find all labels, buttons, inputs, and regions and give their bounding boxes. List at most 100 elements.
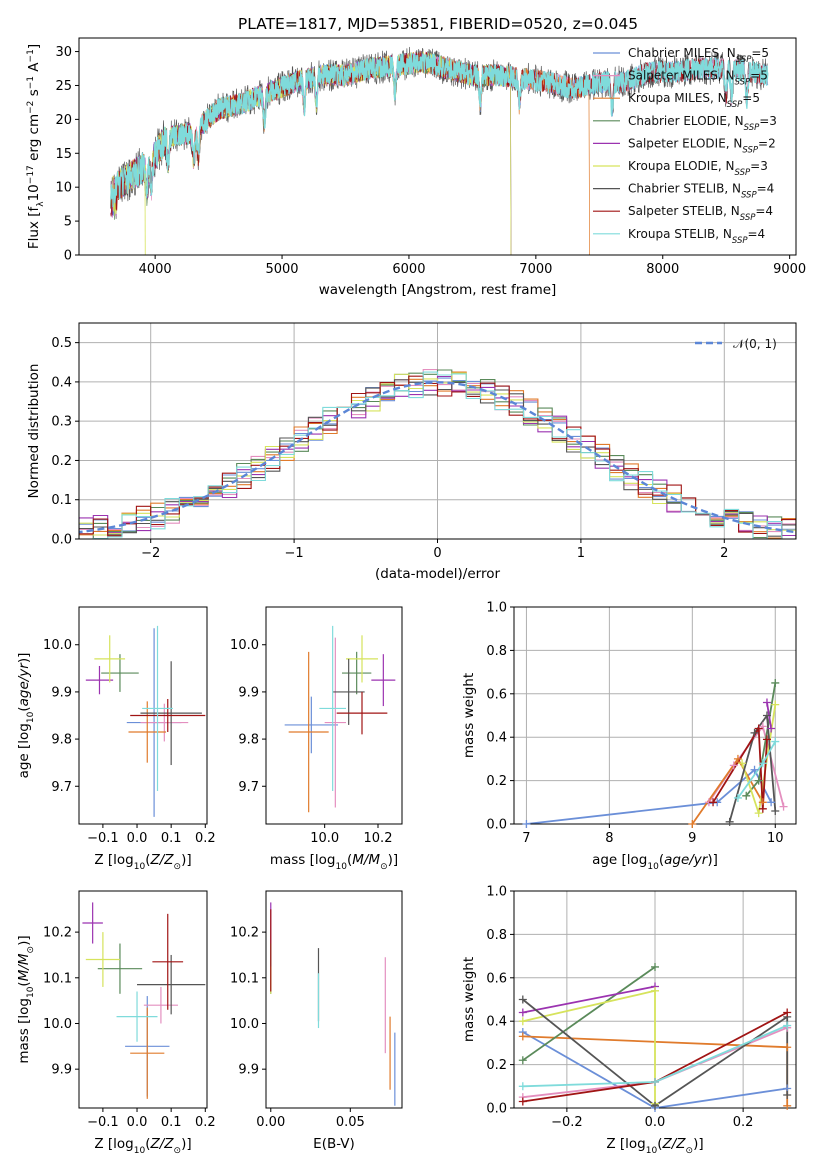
legend-count: =4 xyxy=(755,204,773,218)
weight-marker xyxy=(518,1017,527,1026)
errorbar-point-kroupa-stelib xyxy=(116,991,158,1042)
legend-entry-normal: 𝒩(0, 1) xyxy=(733,337,777,351)
x-tick-label: 2 xyxy=(720,546,728,561)
weight-marker xyxy=(518,995,527,1004)
errorbar-point-kroupa-elodie xyxy=(346,635,378,683)
weight-marker xyxy=(783,1021,792,1030)
histogram-kroupa-stelib xyxy=(79,371,796,539)
errorbar-point-salpeter-elodie xyxy=(85,665,114,695)
weight-marker xyxy=(758,759,767,768)
label-part: ( xyxy=(347,852,352,868)
y-axis-label: Flux [fλ10−17 erg cm−2 s−1 A−1] xyxy=(26,44,46,249)
legend-subscript: SSP xyxy=(735,78,751,88)
label-part: Z/Z xyxy=(149,1136,174,1152)
weight-marker xyxy=(522,820,531,828)
y-tick-label: 9.9 xyxy=(238,1063,259,1078)
legend-entry-salpeter-miles: Salpeter MILES, NSSP=5 xyxy=(628,69,768,88)
weight-marker xyxy=(779,802,788,811)
x-tick-label: 10 xyxy=(767,831,784,846)
errorbar-point-kroupa-elodie xyxy=(94,635,126,683)
weight-marker xyxy=(762,711,771,720)
label-part: 10 xyxy=(26,184,42,201)
weight-marker xyxy=(518,1032,527,1041)
y-axis-label: age [log10(age/yr)] xyxy=(16,653,36,779)
label-part: ⊙ xyxy=(26,946,36,954)
label-part: age/yr xyxy=(16,662,32,707)
weight-marker xyxy=(783,1101,792,1110)
weight-marker xyxy=(733,754,742,763)
y-tick-label: 0.0 xyxy=(486,818,507,833)
y-tick-label: 0.3 xyxy=(51,415,72,430)
weight-marker xyxy=(754,809,763,818)
plot-area xyxy=(79,369,796,539)
plot-area xyxy=(526,682,785,824)
y-axis-label: mass [log10(M/M⊙)] xyxy=(16,935,36,1063)
label-part: )] xyxy=(388,852,399,868)
x-tick-label: 6000 xyxy=(392,262,425,277)
weight-marker xyxy=(651,1077,659,1086)
y-tick-label: 10.0 xyxy=(230,1017,259,1032)
weight-marker xyxy=(725,817,734,826)
legend-subscript: SSP xyxy=(736,55,752,65)
y-tick-label: 9.9 xyxy=(238,685,259,700)
y-tick-label: 10.1 xyxy=(43,971,72,986)
errorbar-point-chabrier-elodie xyxy=(101,654,139,692)
x-tick-label: 7 xyxy=(522,831,530,846)
errorbar-point-salpeter-stelib xyxy=(336,691,388,735)
errorbar-point-chabrier-elodie xyxy=(342,651,372,695)
y-tick-label: 9.7 xyxy=(51,780,72,795)
x-tick-label: 9000 xyxy=(773,262,806,277)
weight-line-chabrier-miles xyxy=(526,768,772,824)
x-tick-label: −2 xyxy=(141,546,160,561)
weight-marker xyxy=(518,1082,527,1091)
label-part: )] xyxy=(181,1136,192,1152)
errorbar-point-chabrier-stelib xyxy=(332,658,365,725)
weight-marker xyxy=(783,1043,792,1052)
label-part: ( xyxy=(145,852,150,868)
label-part: Flux [f xyxy=(26,205,42,249)
x-tick-label: −0.1 xyxy=(87,1115,119,1130)
legend-entry-kroupa-elodie: Kroupa ELODIE, NSSP=3 xyxy=(628,159,768,178)
panel-weight_vs_Z: −0.2 0.0 0.2 0.0 0.2 0.4 0.6 0.8 1.0 Z [log10(Z/Z… xyxy=(461,885,797,1156)
label-part: Z [log xyxy=(94,852,133,868)
x-axis-label: Z [log10(Z/Z⊙)] xyxy=(94,1136,191,1156)
legend-series-name: Chabrier STELIB, N xyxy=(628,182,741,196)
plot-area xyxy=(82,902,206,1099)
label-part: 10 xyxy=(335,862,347,872)
plot-area xyxy=(270,902,396,1106)
x-tick-label: 8000 xyxy=(646,262,679,277)
weight-line-chabrier-stelib xyxy=(728,714,777,823)
x-tick-label: 0.1 xyxy=(161,1115,182,1130)
y-tick-label: 0.4 xyxy=(486,731,507,746)
label-part: 10 xyxy=(647,862,659,872)
label-part: M/M xyxy=(352,852,380,868)
weight-marker xyxy=(518,1008,527,1017)
legend-entry-kroupa-stelib: Kroupa STELIB, NSSP=4 xyxy=(628,227,765,246)
x-tick-label: 0.2 xyxy=(733,1115,754,1130)
legend-series-name: Chabrier MILES, N xyxy=(628,46,736,60)
legend-count: =3 xyxy=(750,159,768,173)
weight-marker xyxy=(771,700,780,709)
y-tick-label: 10.0 xyxy=(43,638,72,653)
x-tick-label: 0.0 xyxy=(127,1115,148,1130)
label-part: −1 xyxy=(26,76,36,89)
legend-count: =2 xyxy=(758,136,776,150)
y-tick-label: 0.5 xyxy=(51,336,72,351)
weight-marker xyxy=(750,765,759,774)
legend-series-name: Salpeter ELODIE, N xyxy=(628,136,742,150)
label-part: M/M xyxy=(16,953,32,981)
weight-marker xyxy=(762,735,771,744)
legend-entry-chabrier-miles: Chabrier MILES, NSSP=5 xyxy=(628,46,769,65)
weight-marker xyxy=(762,698,771,707)
y-tick-label: 5 xyxy=(64,215,72,230)
weight-marker xyxy=(742,791,751,800)
y-tick-label: 9.8 xyxy=(51,733,72,748)
label-part: mass [log xyxy=(270,852,336,868)
y-tick-label: 10.1 xyxy=(230,971,259,986)
y-tick-label: 0.8 xyxy=(486,928,507,943)
x-tick-label: −0.1 xyxy=(87,831,119,846)
weight-marker xyxy=(771,678,780,687)
x-tick-label: 0.1 xyxy=(161,831,182,846)
label-part: −2 xyxy=(26,101,36,114)
